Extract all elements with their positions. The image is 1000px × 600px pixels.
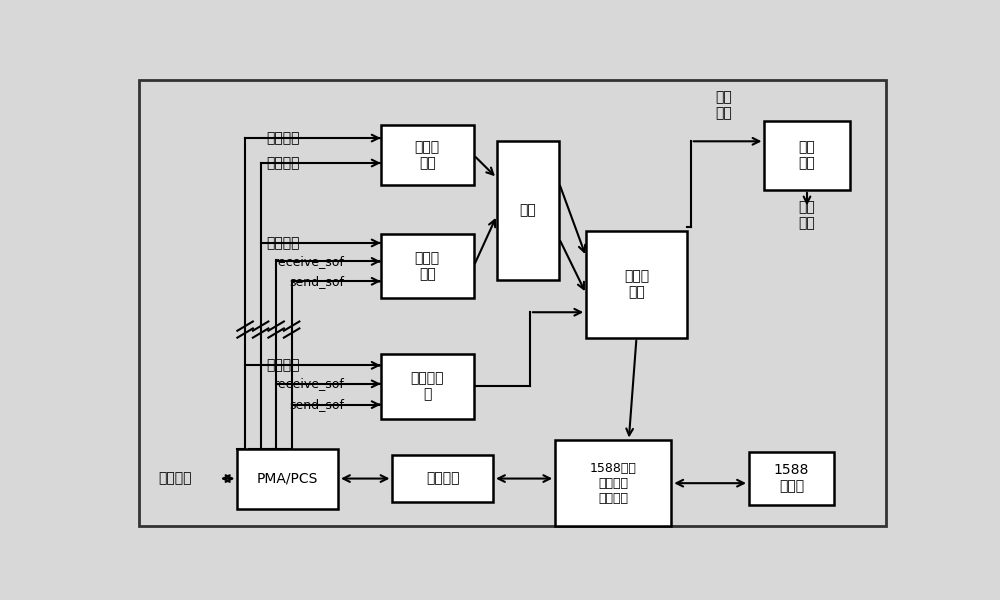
Text: 系统
时钟: 系统 时钟 [799,200,815,230]
Text: 1588报文
解析及时
间戳处理: 1588报文 解析及时 间戳处理 [590,461,637,505]
Text: 1588
收发包: 1588 收发包 [774,463,809,494]
Text: PMA/PCS: PMA/PCS [257,472,318,485]
Text: 时钟
电路: 时钟 电路 [799,140,815,170]
Bar [497,142,559,280]
Bar [392,455,493,502]
Text: 恢复
时钟: 恢复 时钟 [715,90,732,121]
Bar [555,440,671,526]
Text: 系统时钟: 系统时钟 [266,358,299,373]
Bar [749,452,834,505]
Text: 线路接口: 线路接口 [159,472,192,485]
Bar [381,233,474,298]
Text: receive_sof: receive_sof [273,255,344,268]
Bar [381,354,474,419]
Text: 系统时钟: 系统时钟 [266,131,299,145]
Text: 线路时钟: 线路时钟 [266,156,299,170]
Text: 接口转换: 接口转换 [426,472,460,485]
Text: 相位差
检测: 相位差 检测 [415,140,440,170]
Bar [237,449,338,509]
Text: 线路时钟: 线路时钟 [266,236,299,250]
Text: send_sof: send_sof [289,275,344,288]
Text: 时间戳
补偿: 时间戳 补偿 [624,269,649,299]
Bar [764,121,850,190]
Bar [381,125,474,185]
Text: 上升沿
检测: 上升沿 检测 [415,251,440,281]
Text: send_sof: send_sof [289,398,344,411]
Text: 比较: 比较 [520,203,536,218]
Text: receive_sof: receive_sof [273,377,344,391]
Text: 时间戳采
样: 时间戳采 样 [411,371,444,401]
Bar [586,232,687,338]
